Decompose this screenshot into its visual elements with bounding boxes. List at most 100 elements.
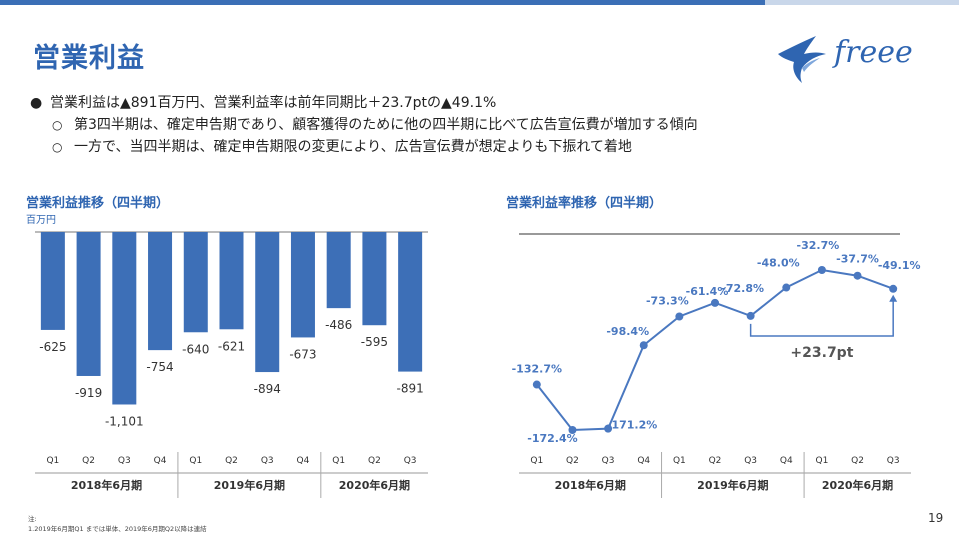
page-number: 19 bbox=[928, 511, 944, 525]
bird-icon bbox=[778, 36, 826, 83]
bullet-circle-icon: ○ bbox=[52, 118, 63, 132]
arrow-up-icon bbox=[889, 294, 898, 302]
line-point bbox=[604, 424, 613, 433]
line-value-label: -171.2% bbox=[607, 419, 657, 432]
x-tick-label: Q3 bbox=[118, 456, 131, 466]
bar-value-label: -625 bbox=[39, 340, 66, 354]
x-tick-label: Q1 bbox=[46, 456, 59, 466]
footnote: 注: 1.2019年6月期Q1 までは単体、2019年6月期Q2以降は連結 bbox=[28, 514, 207, 534]
line-value-label: -132.7% bbox=[512, 363, 562, 376]
x-tick-label: Q2 bbox=[851, 456, 864, 466]
bullet-circle-icon: ○ bbox=[52, 140, 63, 154]
line-point bbox=[746, 311, 755, 320]
bar-value-label: -673 bbox=[289, 347, 316, 361]
x-tick-label: Q3 bbox=[602, 456, 615, 466]
bar-value-label: -486 bbox=[325, 318, 352, 332]
bar-value-label: -640 bbox=[182, 342, 209, 356]
line-point bbox=[711, 298, 719, 307]
bar-value-label: -891 bbox=[397, 382, 424, 396]
bar bbox=[255, 232, 280, 373]
line-point bbox=[675, 312, 684, 321]
line-value-label: -172.4% bbox=[527, 432, 577, 445]
line-value-label: -32.7% bbox=[797, 239, 840, 252]
summary-bullets: ● 営業利益は▲891百万円、営業利益率は前年同期比＋23.7ptの▲49.1%… bbox=[30, 92, 698, 158]
x-tick-label: Q4 bbox=[780, 456, 793, 466]
x-tick-label: Q1 bbox=[332, 456, 345, 466]
bar bbox=[290, 232, 315, 338]
bar-value-label: -621 bbox=[218, 339, 245, 353]
line-value-label: -48.0% bbox=[757, 257, 800, 270]
x-tick-label: Q2 bbox=[368, 456, 381, 466]
x-tick-label: Q4 bbox=[297, 456, 310, 466]
line-value-label: -49.1% bbox=[878, 259, 921, 272]
logo-wordmark: freee bbox=[832, 35, 913, 70]
bullet-sub-text: 一方で、当四半期は、確定申告期限の変更により、広告宣伝費が想定よりも下振れて着地 bbox=[74, 139, 632, 155]
x-tick-label: Q3 bbox=[261, 456, 274, 466]
bar bbox=[148, 232, 173, 351]
bullet-sub: ○ 一方で、当四半期は、確定申告期限の変更により、広告宣伝費が想定よりも下振れて… bbox=[30, 136, 698, 158]
page-title: 営業利益 bbox=[33, 43, 145, 74]
x-tick-label: Q1 bbox=[673, 456, 686, 466]
bar bbox=[76, 232, 101, 376]
line-point bbox=[782, 283, 791, 292]
x-group-label: 2020年6月期 bbox=[822, 478, 893, 492]
bullet-sub: ○ 第3四半期は、確定申告期であり、顧客獲得のために他の四半期に比べて広告宣伝費… bbox=[30, 114, 698, 136]
bar-value-label: -894 bbox=[254, 382, 281, 396]
x-group-label: 2018年6月期 bbox=[71, 478, 142, 492]
bullet-sub-text: 第3四半期は、確定申告期であり、顧客獲得のために他の四半期に比べて広告宣伝費が増… bbox=[74, 117, 698, 133]
bullet-dot-icon: ● bbox=[30, 95, 43, 111]
x-group-label: 2019年6月期 bbox=[697, 478, 768, 492]
bar bbox=[183, 232, 208, 333]
top-accent-bar-main bbox=[0, 0, 765, 5]
line-value-label: -37.7% bbox=[836, 253, 879, 266]
x-tick-label: Q1 bbox=[816, 456, 829, 466]
line-value-label: -72.8% bbox=[721, 282, 764, 295]
bar-value-label: -595 bbox=[361, 335, 388, 349]
bullet-main-text: 営業利益は▲891百万円、営業利益率は前年同期比＋23.7ptの▲49.1% bbox=[50, 95, 497, 111]
x-tick-label: Q2 bbox=[709, 456, 722, 466]
freee-logo: freee bbox=[778, 35, 913, 83]
x-tick-label: Q2 bbox=[566, 456, 579, 466]
bar bbox=[398, 232, 423, 372]
bar bbox=[362, 232, 387, 326]
line-point bbox=[889, 284, 898, 293]
footnote-line: 注: bbox=[28, 515, 37, 523]
x-tick-label: Q3 bbox=[404, 456, 417, 466]
line-value-label: -73.3% bbox=[646, 294, 689, 307]
x-tick-label: Q1 bbox=[189, 456, 202, 466]
bar bbox=[326, 232, 351, 309]
bar bbox=[219, 232, 244, 330]
line-point bbox=[853, 271, 862, 280]
bar bbox=[112, 232, 137, 405]
line-value-label: -98.4% bbox=[606, 325, 649, 338]
x-group-label: 2018年6月期 bbox=[555, 478, 626, 492]
top-accent-bar-end bbox=[765, 0, 959, 5]
x-tick-label: Q4 bbox=[154, 456, 167, 466]
x-group-label: 2019年6月期 bbox=[214, 478, 285, 492]
line-point bbox=[817, 266, 826, 274]
x-tick-label: Q4 bbox=[637, 456, 650, 466]
bar-value-label: -754 bbox=[146, 360, 173, 374]
footnote-line: 1.2019年6月期Q1 までは単体、2019年6月期Q2以降は連結 bbox=[28, 525, 207, 533]
line-chart-title: 営業利益率推移（四半期） bbox=[506, 196, 663, 211]
x-tick-label: Q2 bbox=[225, 456, 238, 466]
x-tick-label: Q3 bbox=[744, 456, 757, 466]
x-tick-label: Q1 bbox=[530, 456, 543, 466]
line-value-label: -61.4% bbox=[686, 285, 729, 298]
line-point bbox=[532, 380, 541, 389]
bar-value-label: -1,101 bbox=[105, 414, 144, 428]
bar-chart-unit: 百万円 bbox=[26, 215, 56, 226]
x-tick-label: Q3 bbox=[887, 456, 900, 466]
x-group-label: 2020年6月期 bbox=[339, 478, 410, 492]
line-point bbox=[568, 426, 577, 434]
line-point bbox=[639, 341, 648, 350]
improvement-bracket bbox=[749, 296, 894, 337]
bullet-main: ● 営業利益は▲891百万円、営業利益率は前年同期比＋23.7ptの▲49.1% bbox=[30, 92, 698, 114]
x-tick-label: Q2 bbox=[82, 456, 95, 466]
bar-value-label: -919 bbox=[75, 386, 102, 400]
bar-chart-title: 営業利益推移（四半期） bbox=[26, 196, 170, 211]
bar bbox=[40, 232, 65, 330]
top-accent-bar bbox=[0, 0, 959, 5]
improvement-annotation: +23.7pt bbox=[790, 345, 853, 361]
